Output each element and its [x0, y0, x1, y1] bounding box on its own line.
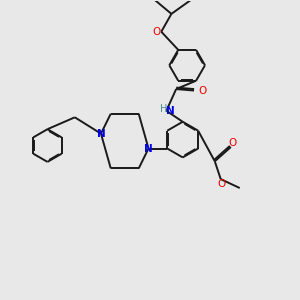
Text: O: O	[153, 27, 161, 37]
Text: H: H	[160, 104, 168, 114]
Text: O: O	[217, 179, 226, 189]
Text: N: N	[144, 143, 153, 154]
Text: N: N	[97, 129, 105, 139]
Text: O: O	[198, 85, 206, 96]
Text: N: N	[166, 106, 175, 116]
Text: O: O	[228, 139, 236, 148]
